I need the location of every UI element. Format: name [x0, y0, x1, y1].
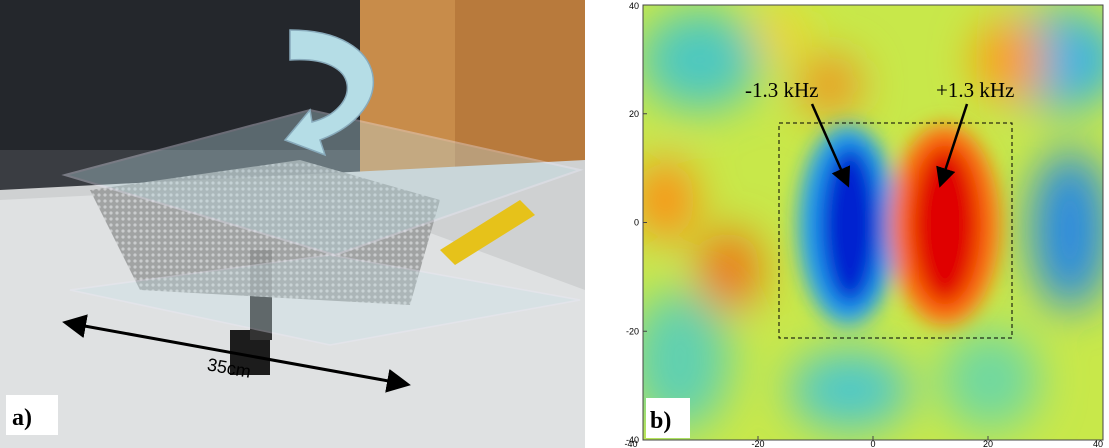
y-tick-label: -40	[626, 435, 639, 445]
y-tick-label: 0	[634, 218, 639, 228]
y-tick-label: -20	[626, 326, 639, 336]
y-tick-label: 40	[629, 1, 639, 11]
figure: 35cm a) -1.3 kHz +1.3 kHz b) -40-2	[0, 0, 1109, 448]
heatmap	[630, 5, 1109, 440]
x-tick-label: 20	[983, 439, 993, 448]
x-tick-label: -20	[751, 439, 764, 448]
x-tick-label: 40	[1093, 439, 1103, 448]
x-tick-label: 0	[870, 439, 875, 448]
annotation: -1.3 kHz	[745, 78, 818, 102]
photo	[0, 0, 585, 448]
panel-label: b)	[650, 408, 671, 434]
panel-label: a)	[12, 405, 32, 431]
annotation: +1.3 kHz	[936, 78, 1014, 102]
y-tick-label: 20	[629, 109, 639, 119]
